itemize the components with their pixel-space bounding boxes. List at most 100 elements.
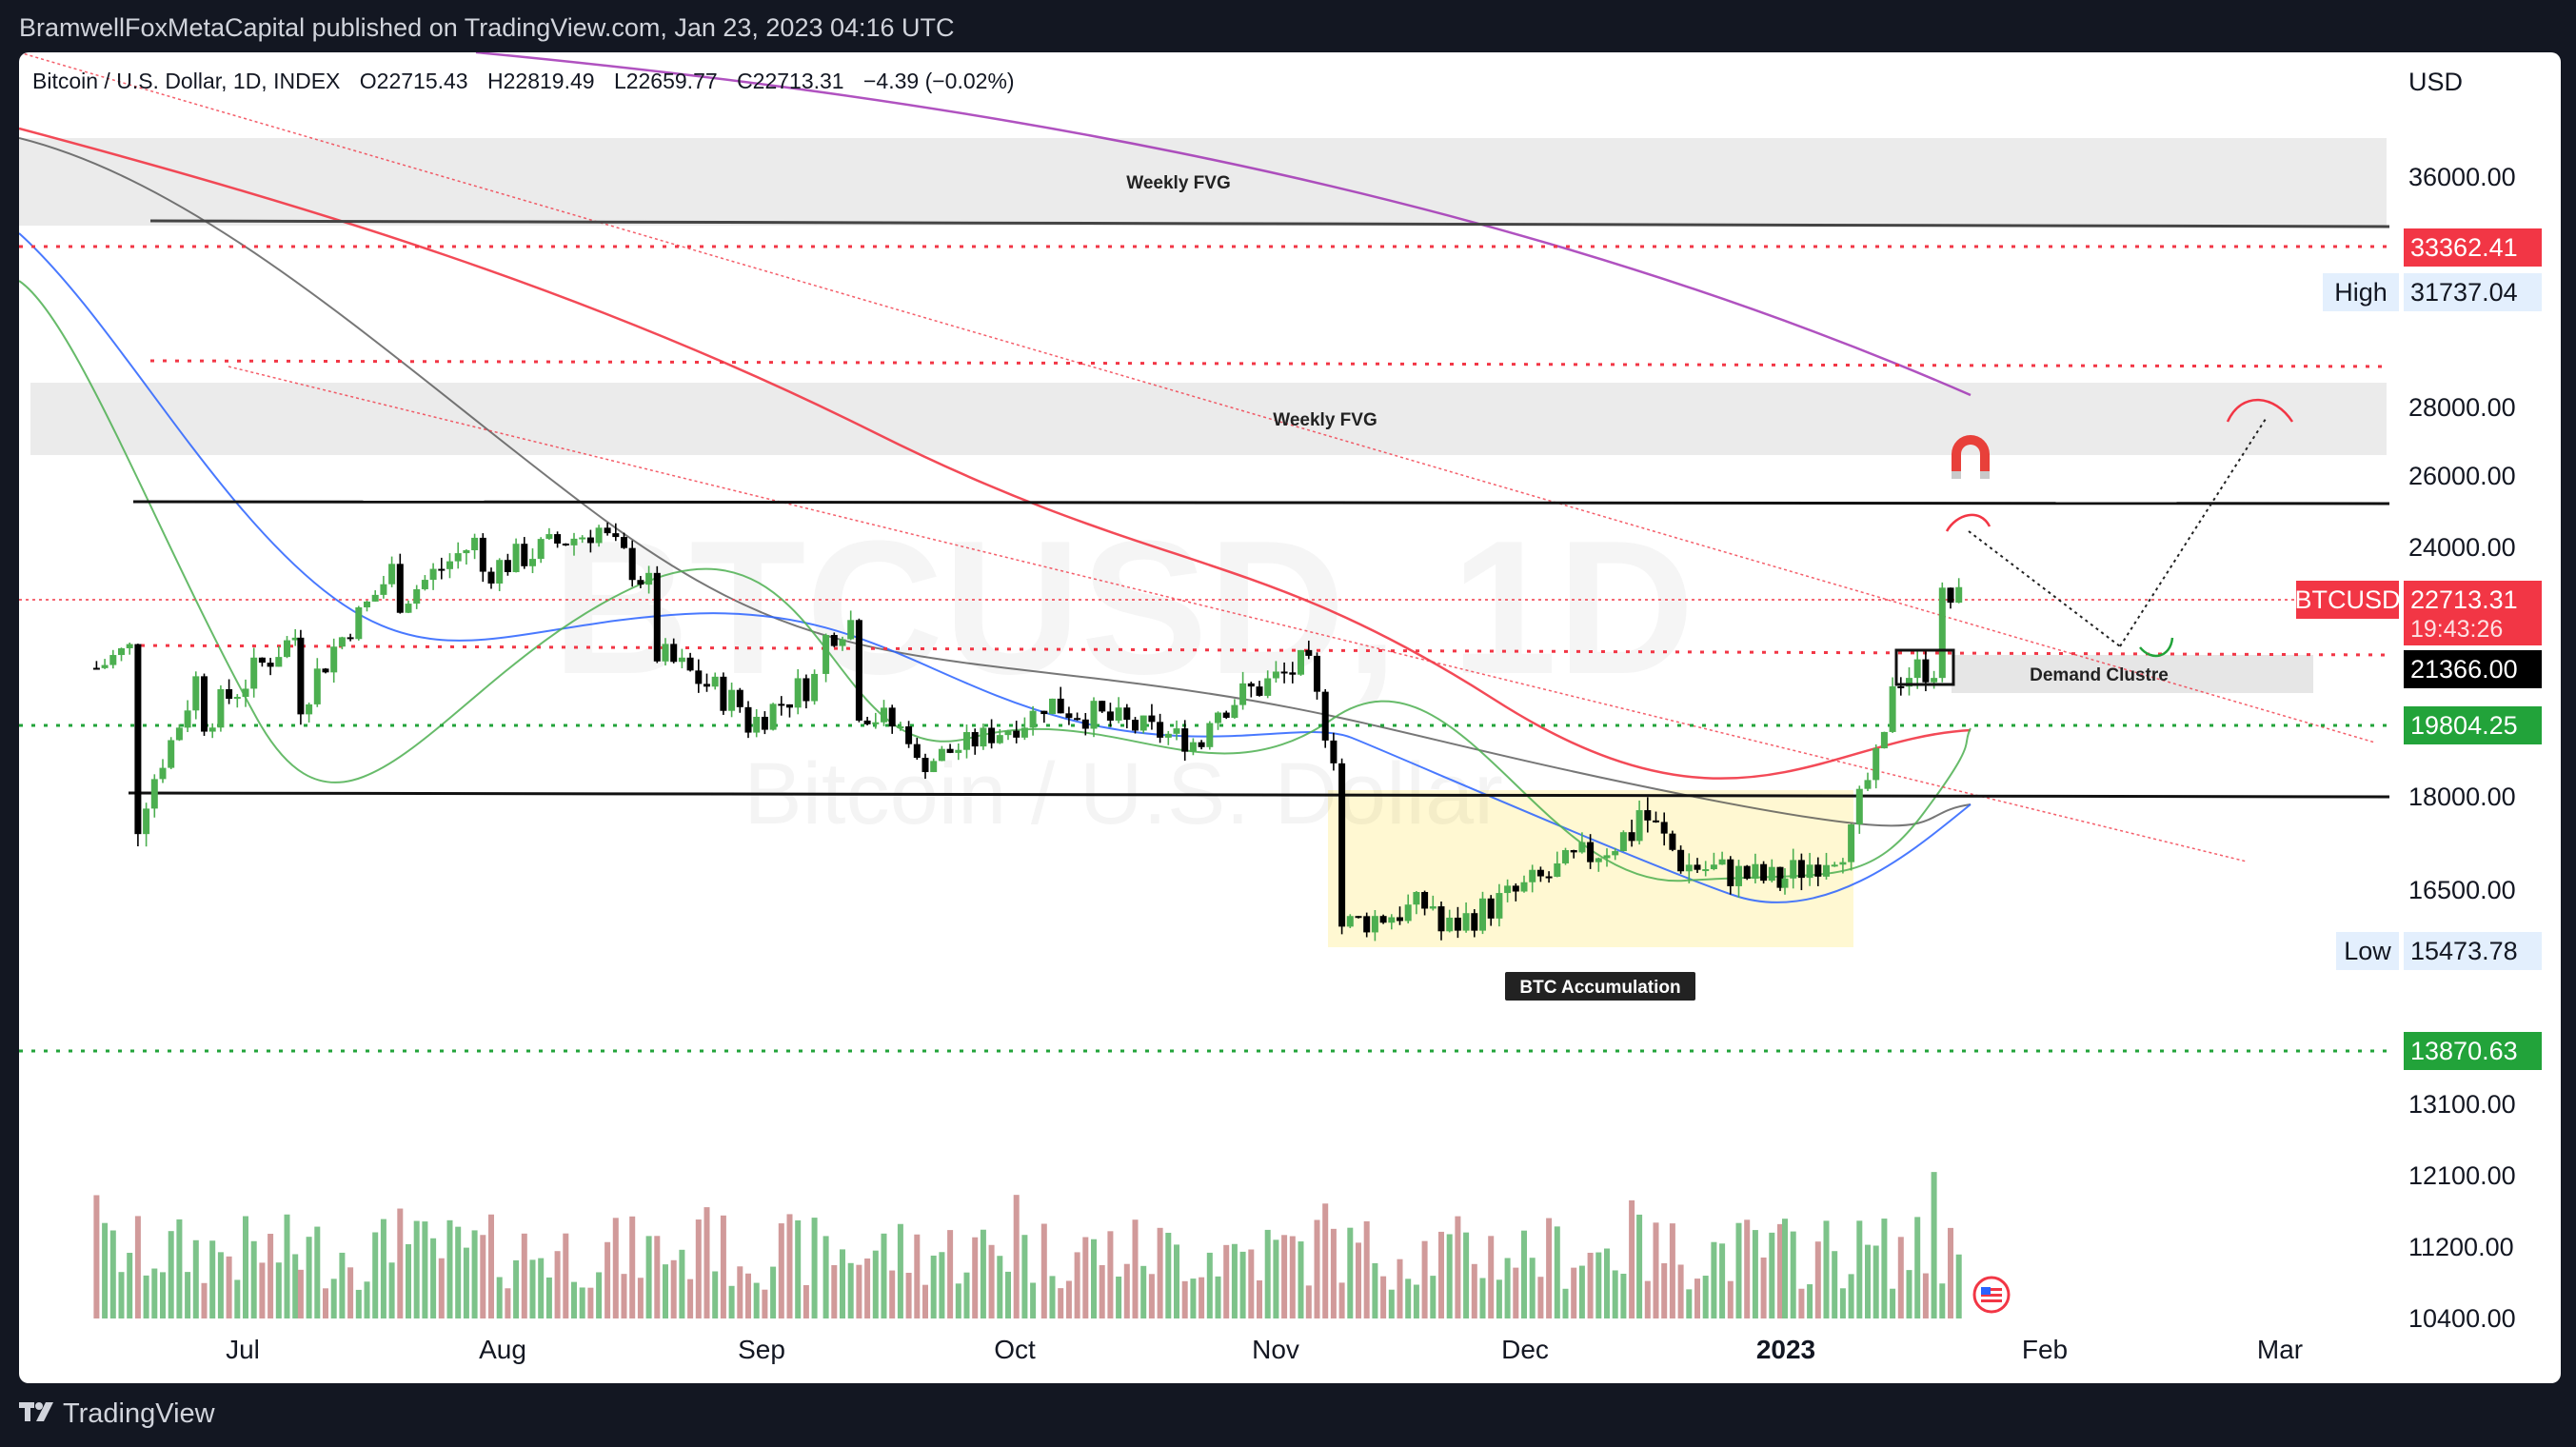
- candle: [1864, 772, 1872, 791]
- volume-series: [93, 1172, 1962, 1318]
- candle: [612, 523, 620, 542]
- candle: [1065, 706, 1073, 725]
- candle: [1115, 697, 1122, 724]
- volume-bar: [1091, 1239, 1097, 1318]
- candle: [847, 610, 855, 641]
- volume-bar: [1356, 1242, 1361, 1318]
- candle: [1173, 720, 1180, 741]
- candle: [1338, 758, 1346, 935]
- volume-bar: [1620, 1273, 1627, 1318]
- ma-purple: [475, 52, 1972, 397]
- volume-bar: [795, 1219, 802, 1318]
- volume-bar: [380, 1219, 386, 1318]
- volume-bar: [226, 1256, 232, 1318]
- volume-bar: [1669, 1223, 1675, 1318]
- volume-bar: [1005, 1271, 1011, 1318]
- volume-bar: [1914, 1217, 1921, 1318]
- chart-panel[interactable]: BTCUSD, 1D Bitcoin / U.S. Dollar Weekly …: [19, 52, 2561, 1383]
- volume-bar: [372, 1232, 379, 1318]
- volume-bar: [737, 1266, 743, 1318]
- volume-bar: [209, 1240, 216, 1318]
- time-axis[interactable]: Jul Aug Sep Oct Nov Dec 2023 Feb Mar: [226, 1335, 2303, 1364]
- volume-bar: [720, 1215, 726, 1318]
- tradingview-logo-icon[interactable]: [19, 1399, 57, 1424]
- volume-bar: [1148, 1274, 1155, 1318]
- volume-bar: [1455, 1216, 1461, 1318]
- price-chart[interactable]: BTCUSD, 1D Bitcoin / U.S. Dollar Weekly …: [19, 52, 2561, 1383]
- volume-bar: [770, 1266, 777, 1318]
- candle: [778, 696, 785, 716]
- volume-bar: [1314, 1219, 1320, 1318]
- volume-bar: [168, 1231, 174, 1318]
- volume-bar: [422, 1221, 428, 1318]
- volume-bar: [364, 1281, 370, 1318]
- volume-bar: [596, 1272, 603, 1318]
- volume-bar: [811, 1218, 818, 1318]
- tradingview-brand[interactable]: TradingView: [63, 1398, 215, 1429]
- y-tick-label: 11200.00: [2408, 1233, 2514, 1261]
- candle: [1768, 859, 1775, 882]
- volume-bar: [1347, 1227, 1354, 1318]
- volume-bar: [1338, 1282, 1345, 1318]
- candle: [1222, 710, 1230, 720]
- axis-currency: USD: [2408, 68, 2463, 96]
- candle: [1454, 906, 1461, 939]
- volume-bar: [579, 1287, 585, 1318]
- candle: [1554, 851, 1561, 878]
- volume-bar: [1405, 1279, 1412, 1318]
- candle: [839, 636, 846, 651]
- candle: [1148, 704, 1156, 730]
- volume-bar: [1955, 1254, 1962, 1318]
- volume-bar: [1711, 1241, 1717, 1318]
- svg-text:22713.31: 22713.31: [2410, 585, 2518, 614]
- volume-bar: [496, 1277, 503, 1318]
- volume-bar: [545, 1277, 552, 1318]
- candle: [1181, 720, 1189, 762]
- candle: [1512, 882, 1519, 902]
- x-tick-label: Nov: [1252, 1335, 1299, 1364]
- candle: [1289, 662, 1297, 684]
- candle: [988, 719, 996, 749]
- volume-bar: [1571, 1267, 1577, 1318]
- candle: [1760, 861, 1768, 884]
- candle: [1479, 891, 1486, 935]
- candle: [1839, 858, 1847, 874]
- candle: [1536, 866, 1544, 882]
- publisher-text: BramwellFoxMetaCapital published on Trad…: [19, 13, 955, 42]
- volume-bar: [1677, 1264, 1684, 1318]
- label-accumulation-bg: [1505, 972, 1695, 1001]
- candle: [971, 728, 979, 755]
- candle: [621, 532, 627, 549]
- candle: [1913, 650, 1921, 689]
- price-axis[interactable]: USD 36000.00 28000.00 26000.00 24000.00 1800…: [2294, 68, 2542, 1333]
- x-tick-label: Jul: [226, 1335, 260, 1364]
- volume-bar: [234, 1279, 241, 1318]
- volume-bar: [538, 1258, 545, 1318]
- volume-bar: [1537, 1277, 1544, 1318]
- volume-bar: [176, 1219, 183, 1318]
- y-tick-label: 12100.00: [2408, 1161, 2516, 1190]
- candle: [1653, 811, 1659, 823]
- volume-bar: [703, 1207, 710, 1318]
- volume-bar: [1013, 1195, 1020, 1318]
- volume-bar: [1206, 1252, 1213, 1318]
- volume-bar: [1397, 1259, 1403, 1318]
- volume-bar: [1587, 1252, 1594, 1318]
- candle: [347, 633, 354, 642]
- volume-bar: [1496, 1279, 1502, 1318]
- candle: [126, 642, 133, 655]
- candle: [955, 743, 962, 761]
- volume-bar: [1273, 1239, 1279, 1318]
- volume-bar: [1504, 1258, 1511, 1318]
- candle: [1685, 853, 1693, 883]
- volume-bar: [339, 1252, 346, 1318]
- volume-bar: [1140, 1265, 1147, 1318]
- volume-bar: [347, 1267, 354, 1318]
- volume-bar: [127, 1253, 133, 1318]
- candle: [662, 638, 669, 666]
- volume-bar: [563, 1233, 569, 1318]
- price-label: 21366.00: [2404, 650, 2542, 688]
- volume-bar: [430, 1238, 437, 1318]
- label-weekly-fvg-mid: Weekly FVG: [1273, 410, 1377, 430]
- candle: [233, 694, 241, 708]
